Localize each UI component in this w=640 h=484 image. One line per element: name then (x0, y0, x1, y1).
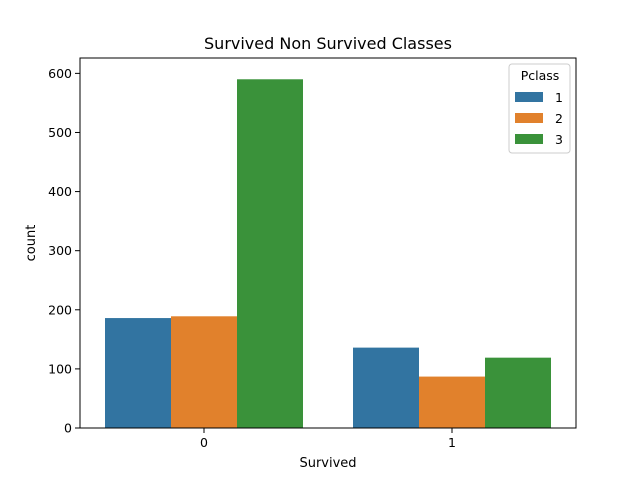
x-tick-label-1: 1 (448, 435, 456, 450)
legend-label-3: 3 (555, 132, 563, 147)
legend-label-2: 2 (555, 111, 563, 126)
bar-survived-1-pclass-3 (485, 357, 551, 428)
y-axis: 0 100 200 300 400 500 600 (48, 66, 80, 436)
legend-frame (508, 63, 571, 154)
legend-swatch-1 (515, 92, 543, 102)
y-tick-label-300: 300 (48, 243, 72, 258)
plot-frame (79, 57, 577, 429)
bar-survived-0-pclass-1 (105, 318, 171, 428)
legend-swatch-2 (515, 113, 543, 123)
y-tick-label-0: 0 (64, 421, 72, 436)
legend: Pclass 1 2 3 (508, 63, 571, 154)
legend-title: Pclass (521, 68, 560, 83)
x-axis-label: Survived (299, 456, 356, 471)
bar-survived-1-pclass-2 (419, 376, 485, 428)
y-tick-label-100: 100 (48, 361, 72, 376)
x-tick-label-0: 0 (200, 435, 208, 450)
bar-survived-0-pclass-2 (171, 316, 237, 428)
bar-survived-1-pclass-1 (353, 347, 419, 428)
legend-swatch-3 (515, 134, 543, 144)
y-axis-label: count (24, 225, 39, 262)
y-tick-label-500: 500 (48, 125, 72, 140)
legend-label-1: 1 (555, 90, 563, 105)
chart-title: Survived Non Survived Classes (204, 34, 452, 53)
y-tick-label-600: 600 (48, 66, 72, 81)
y-tick-label-400: 400 (48, 184, 72, 199)
y-tick-label-200: 200 (48, 302, 72, 317)
bar-survived-0-pclass-3 (237, 79, 303, 428)
bars-group (105, 79, 551, 428)
